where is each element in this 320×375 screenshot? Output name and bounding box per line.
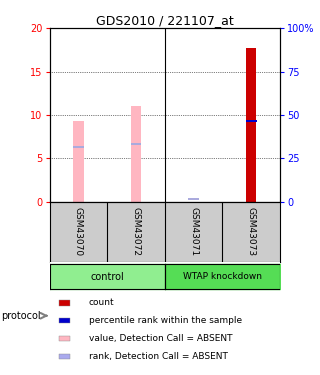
FancyBboxPatch shape	[59, 300, 70, 306]
Text: value, Detection Call = ABSENT: value, Detection Call = ABSENT	[89, 334, 232, 343]
Text: protocol: protocol	[2, 311, 41, 321]
Text: percentile rank within the sample: percentile rank within the sample	[89, 316, 242, 325]
Text: WTAP knockdown: WTAP knockdown	[183, 272, 262, 281]
Text: GSM43073: GSM43073	[247, 207, 256, 256]
Text: GSM43070: GSM43070	[74, 207, 83, 256]
Text: rank, Detection Call = ABSENT: rank, Detection Call = ABSENT	[89, 352, 228, 361]
Text: count: count	[89, 298, 114, 307]
Bar	[131, 106, 141, 202]
Text: control: control	[90, 272, 124, 282]
Text: GSM43071: GSM43071	[189, 207, 198, 256]
FancyBboxPatch shape	[59, 354, 70, 359]
Bar	[246, 48, 256, 202]
FancyBboxPatch shape	[59, 318, 70, 323]
Text: GSM43072: GSM43072	[132, 207, 140, 256]
Bar	[188, 198, 199, 200]
Bar	[246, 120, 257, 122]
Title: GDS2010 / 221107_at: GDS2010 / 221107_at	[96, 14, 234, 27]
Bar	[73, 146, 84, 148]
FancyBboxPatch shape	[59, 336, 70, 341]
Bar	[73, 121, 84, 202]
Bar	[131, 143, 141, 145]
